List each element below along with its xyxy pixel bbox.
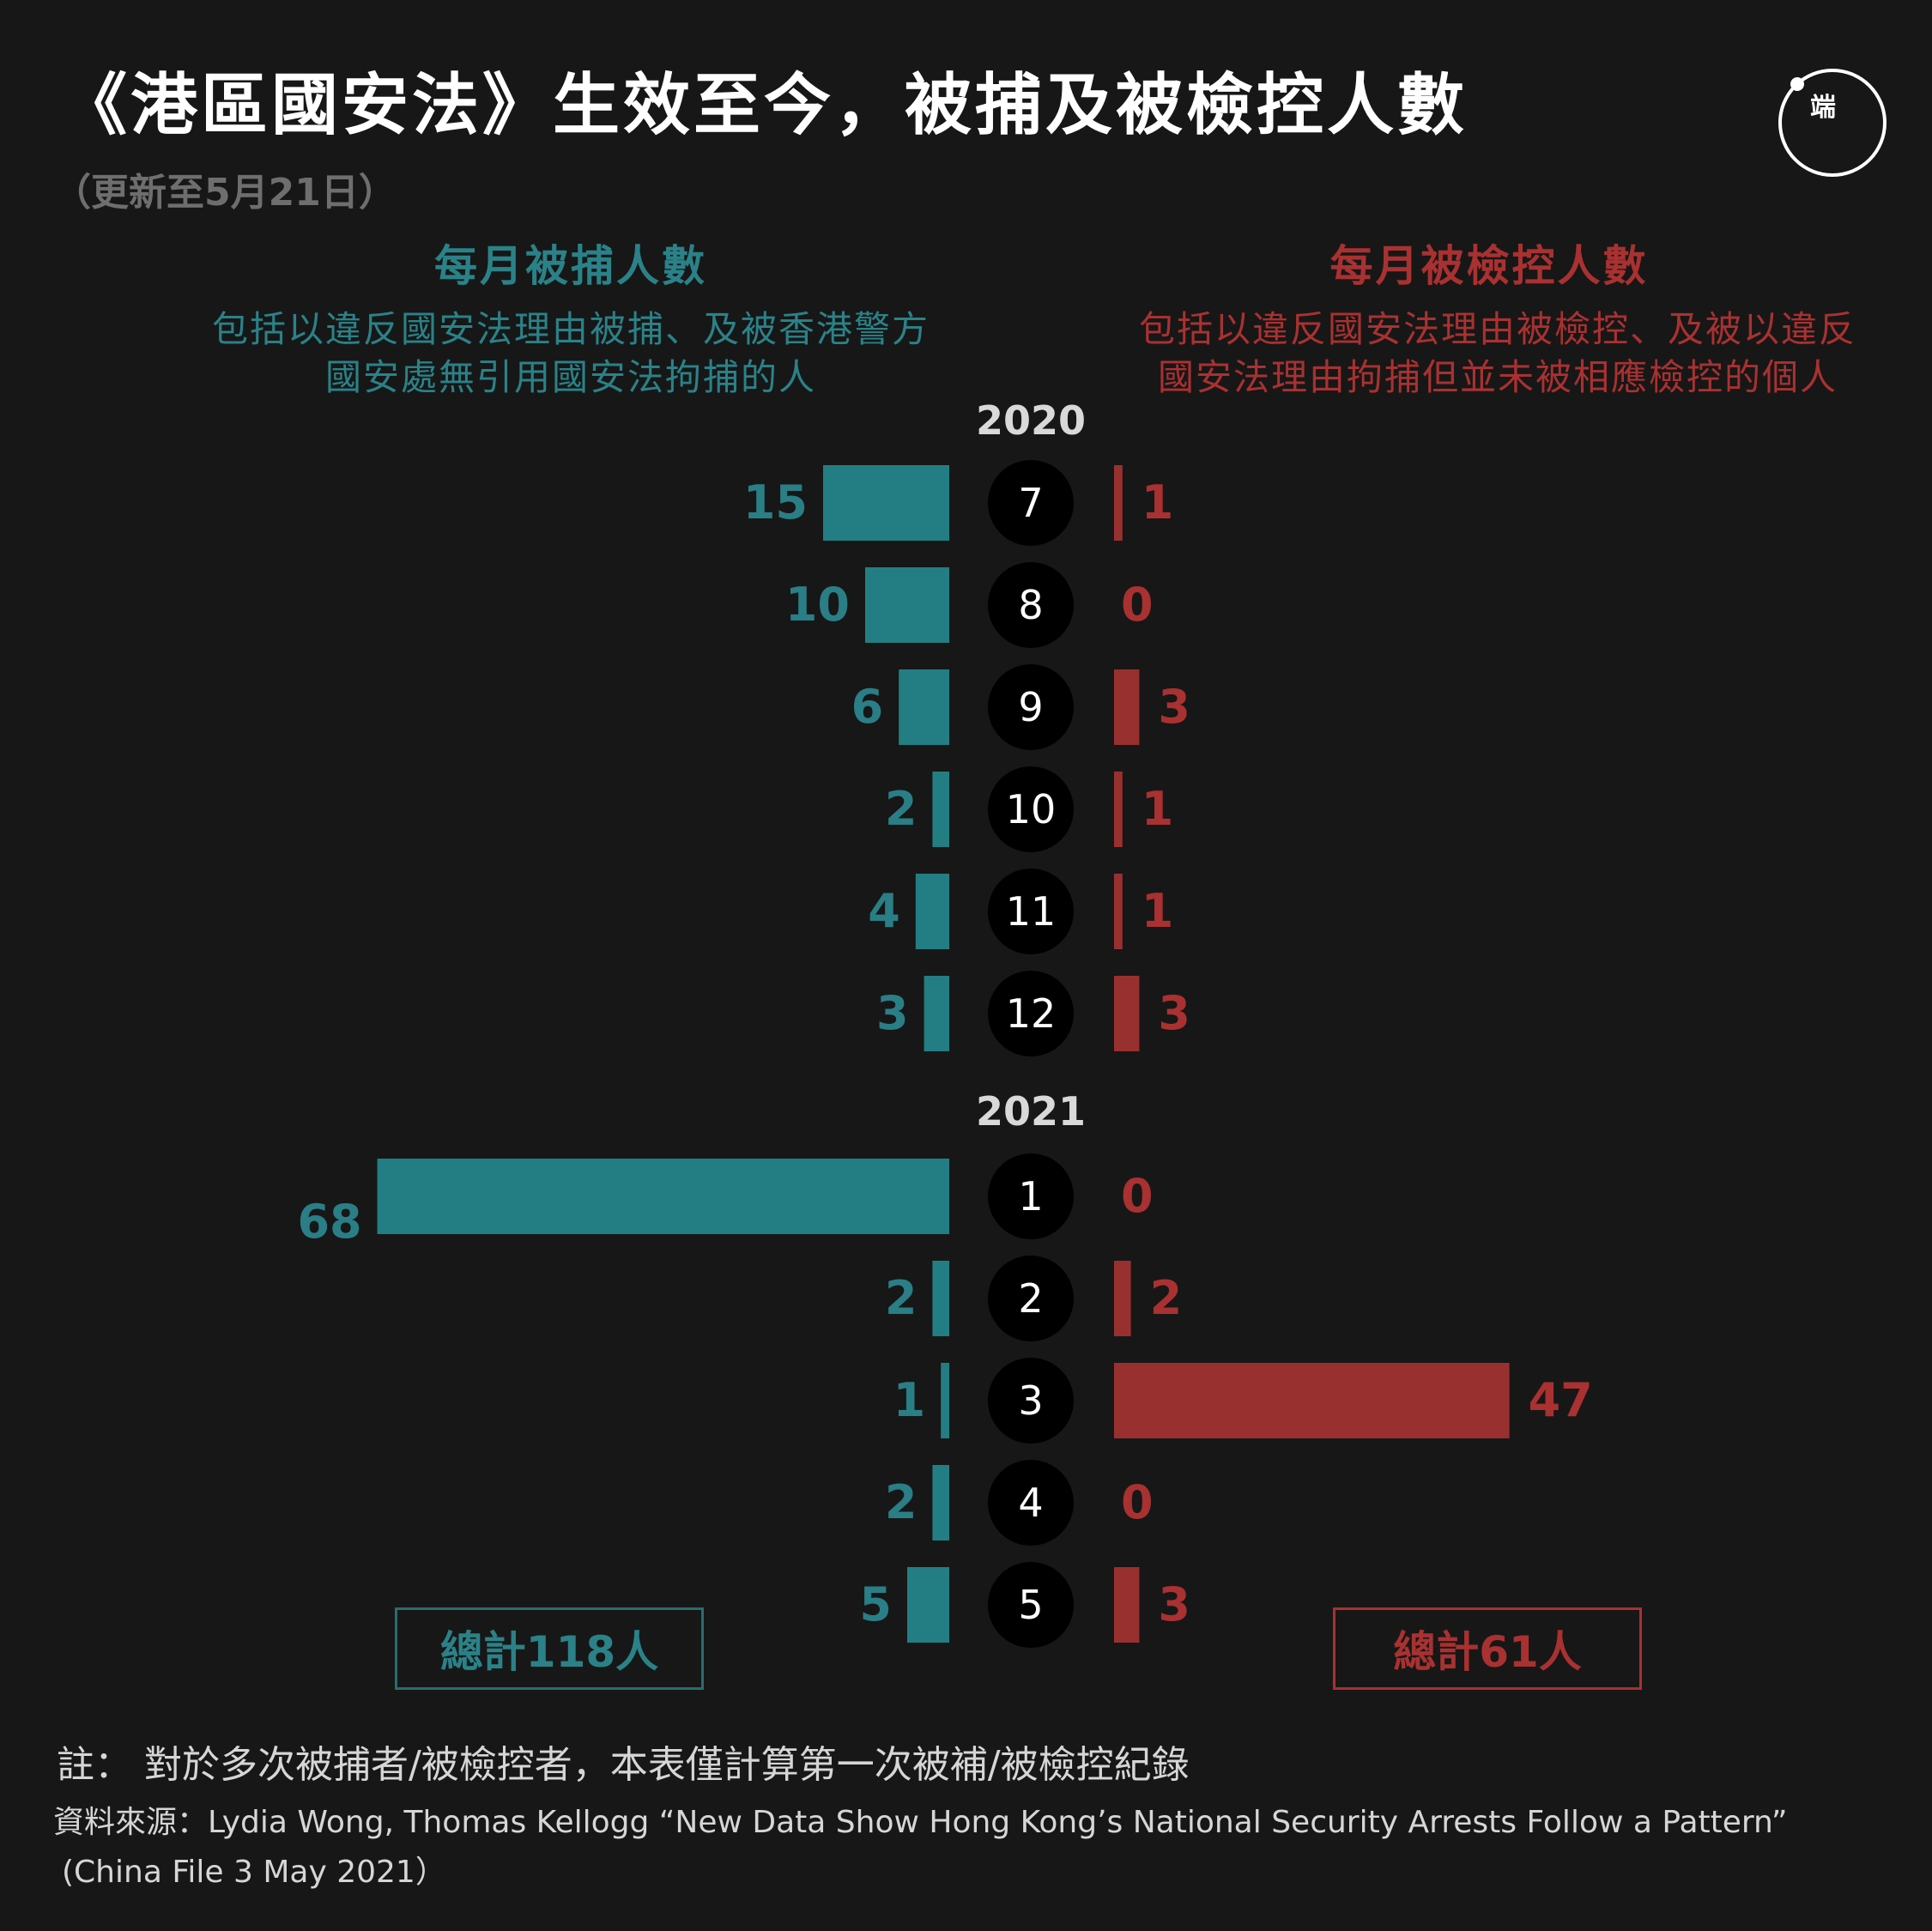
charged-bar	[1114, 669, 1140, 745]
arrests-bar	[865, 567, 949, 643]
month-circle	[988, 971, 1074, 1056]
charged-total-box: 總計61人	[1333, 1607, 1642, 1690]
arrests-bar	[377, 1159, 950, 1234]
charged-description-line2: 國安法理由拘捕但並未被相應檢控的個人	[1157, 356, 1838, 398]
month-circle	[988, 1358, 1074, 1444]
charged-value-label: 0	[1121, 1475, 1154, 1529]
month-label: 2	[1018, 1275, 1043, 1322]
month-circle	[988, 1460, 1074, 1546]
charged-value-label: 2	[1150, 1271, 1183, 1325]
arrests-bar	[924, 976, 949, 1051]
footnote: 註： 對於多次被捕者/被檢控者，本表僅計算第一次被補/被檢控紀錄	[57, 1743, 1190, 1787]
month-label: 12	[1006, 990, 1057, 1037]
arrests-value-label: 10	[785, 578, 850, 632]
arrests-bar	[932, 1261, 949, 1336]
charged-bar	[1114, 874, 1123, 949]
month-label: 7	[1018, 480, 1043, 526]
arrests-value-label: 2	[885, 1271, 918, 1325]
charged-bar	[1114, 1363, 1510, 1438]
charged-bar	[1114, 1261, 1131, 1336]
source-line-1: 資料來源：Lydia Wong, Thomas Kellogg “New Dat…	[53, 1805, 1788, 1840]
arrests-total-box: 總計118人	[395, 1607, 704, 1690]
charged-description: 包括以違反國安法理由被檢控、及被以違反 國安法理由拘捕但並未被相應檢控的個人	[1090, 306, 1905, 402]
charged-heading: 每月被檢控人數	[1329, 241, 1649, 291]
month-label: 9	[1018, 684, 1043, 730]
arrests-value-label: 4	[868, 884, 900, 938]
month-label: 11	[1006, 888, 1057, 935]
arrests-value-label: 3	[876, 986, 909, 1040]
arrests-value-label: 2	[885, 1475, 918, 1529]
year-label: 2021	[976, 1088, 1086, 1135]
chart-subtitle: （更新至5月21日）	[53, 171, 397, 215]
month-label: 10	[1006, 786, 1057, 832]
month-circle	[988, 460, 1074, 546]
charged-value-label: 1	[1142, 475, 1174, 530]
charged-value-label: 0	[1121, 578, 1154, 632]
arrests-description: 包括以違反國安法理由被捕、及被香港警方 國安處無引用國安法拘捕的人	[163, 306, 978, 402]
month-circle	[988, 869, 1074, 954]
charged-bar	[1114, 772, 1123, 847]
arrests-bar	[899, 669, 949, 745]
arrests-value-label: 15	[743, 475, 808, 530]
charged-value-label: 3	[1158, 680, 1190, 734]
month-label: 5	[1018, 1582, 1043, 1628]
month-circle	[988, 1256, 1074, 1341]
arrests-bar	[932, 1465, 949, 1541]
charged-value-label: 0	[1121, 1169, 1154, 1223]
month-circle	[988, 1153, 1074, 1239]
month-circle	[988, 1562, 1074, 1648]
publisher-logo: 端	[1778, 69, 1887, 177]
arrests-value-label: 1	[893, 1373, 926, 1427]
month-label: 4	[1018, 1480, 1043, 1526]
arrests-bar	[915, 874, 949, 949]
arrests-bar	[823, 465, 949, 541]
arrests-bar	[941, 1363, 949, 1438]
arrests-heading: 每月被捕人數	[434, 241, 707, 291]
arrests-value-label: 2	[885, 782, 918, 836]
arrests-value-label: 68	[297, 1195, 361, 1249]
month-label: 1	[1018, 1173, 1043, 1220]
charged-bar	[1114, 1567, 1140, 1643]
arrests-value-label: 6	[851, 680, 884, 734]
charged-value-label: 47	[1529, 1373, 1593, 1427]
arrests-bar	[907, 1567, 949, 1643]
charged-value-label: 3	[1158, 1577, 1190, 1631]
year-label: 2020	[976, 397, 1086, 444]
arrests-value-label: 5	[859, 1577, 892, 1631]
charged-bar	[1114, 976, 1140, 1051]
charged-value-label: 1	[1142, 782, 1174, 836]
charged-bar	[1114, 465, 1123, 541]
charged-value-label: 1	[1142, 884, 1174, 938]
month-circle	[988, 562, 1074, 648]
month-label: 3	[1018, 1377, 1043, 1424]
source-line-2: (China File 3 May 2021）	[62, 1855, 446, 1890]
month-circle	[988, 664, 1074, 750]
month-circle	[988, 766, 1074, 852]
month-label: 8	[1018, 582, 1043, 628]
arrests-description-line2: 國安處無引用國安法拘捕的人	[324, 356, 816, 398]
logo-dot-icon	[1790, 77, 1804, 91]
charged-value-label: 3	[1158, 986, 1190, 1040]
logo-text: 端	[1810, 93, 1836, 123]
charged-description-line1: 包括以違反國安法理由被檢控、及被以違反	[1138, 308, 1856, 350]
chart-title: 《港區國安法》生效至今，被捕及被檢控人數	[60, 67, 1469, 144]
arrests-bar	[932, 772, 949, 847]
arrests-description-line1: 包括以違反國安法理由被捕、及被香港警方	[211, 308, 930, 350]
